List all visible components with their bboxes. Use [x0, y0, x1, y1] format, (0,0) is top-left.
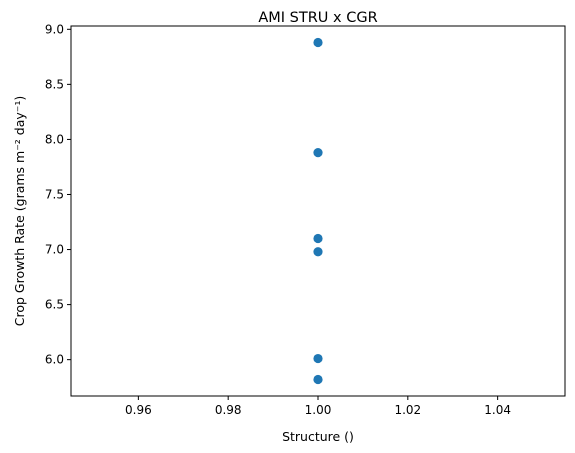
y-axis: 6.0 6.5 7.0 7.5 8.0 8.5 9.0 — [45, 22, 71, 367]
y-tick-label: 7.0 — [45, 243, 64, 257]
data-point — [313, 353, 323, 364]
chart-title: AMI STRU x CGR — [258, 10, 377, 26]
data-points — [313, 37, 323, 385]
x-tick-label: 1.00 — [305, 403, 332, 417]
data-point — [313, 233, 323, 244]
x-tick-label: 0.96 — [125, 403, 152, 417]
x-tick-label: 1.04 — [484, 403, 511, 417]
y-tick-label: 7.5 — [45, 187, 64, 201]
y-tick-label: 8.0 — [45, 132, 64, 146]
plot-frame — [70, 25, 566, 397]
y-tick-label: 9.0 — [45, 22, 64, 36]
x-axis: 0.96 0.98 1.00 1.02 1.04 — [125, 396, 511, 417]
data-point — [313, 247, 323, 257]
y-axis-label: Crop Growth Rate (grams m⁻² day⁻¹) — [12, 96, 27, 327]
data-point — [313, 37, 323, 48]
y-tick-label: 8.5 — [45, 77, 64, 91]
y-tick-label: 6.5 — [45, 298, 64, 312]
data-point — [313, 374, 323, 385]
x-tick-label: 1.02 — [394, 403, 421, 417]
data-point — [313, 148, 323, 158]
x-tick-label: 0.98 — [215, 403, 242, 417]
y-tick-label: 6.0 — [45, 353, 64, 367]
x-axis-label: Structure () — [282, 429, 354, 444]
